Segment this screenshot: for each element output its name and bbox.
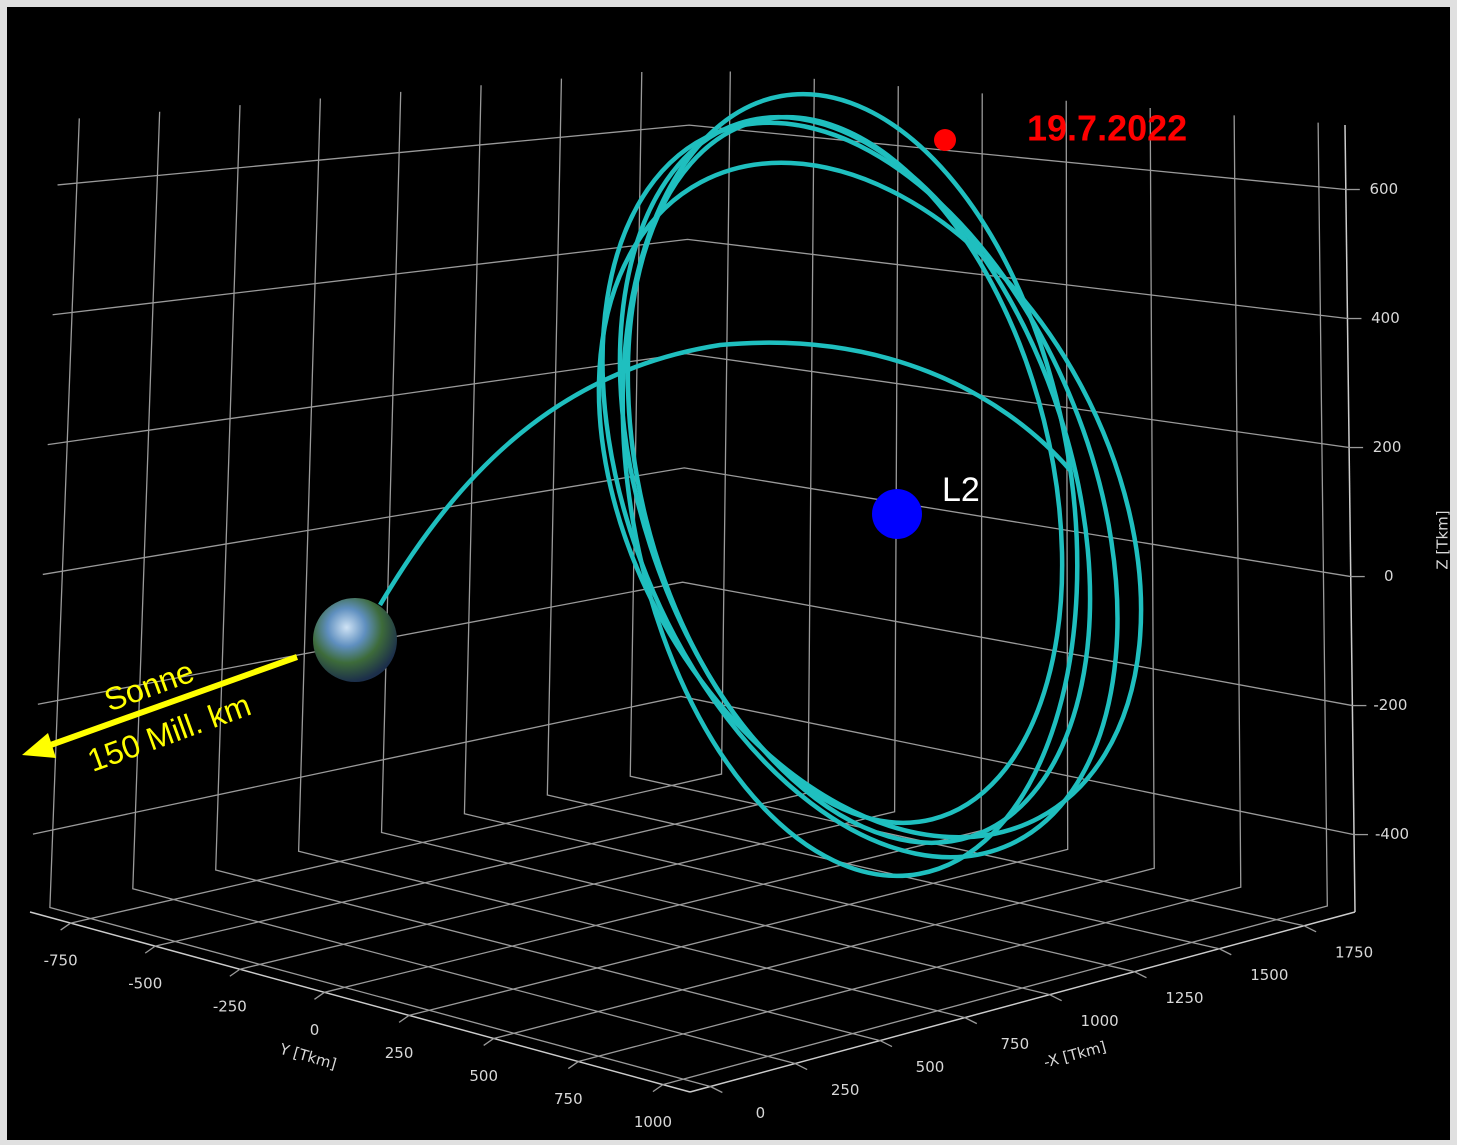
date-label: 19.7.2022 xyxy=(1027,108,1187,149)
date-point xyxy=(934,129,956,151)
x-tick-label: 750 xyxy=(1001,1035,1030,1053)
y-tick-label: -750 xyxy=(44,952,78,970)
x-tick-label: 1000 xyxy=(1081,1012,1119,1030)
x-tick-label: 0 xyxy=(756,1104,766,1122)
l2-point xyxy=(872,489,922,539)
y-tick-label: -250 xyxy=(213,998,247,1016)
z-tick-label: 600 xyxy=(1369,180,1398,198)
x-tick-label: 250 xyxy=(831,1081,860,1099)
y-tick-label: 500 xyxy=(469,1067,498,1085)
z-tick-label: 200 xyxy=(1373,438,1402,456)
x-tick-label: 500 xyxy=(916,1058,945,1076)
y-tick-label: 0 xyxy=(310,1021,320,1039)
z-tick-label: -400 xyxy=(1375,825,1409,843)
x-tick-label: 1250 xyxy=(1165,989,1203,1007)
z-tick-label: 400 xyxy=(1371,309,1400,327)
z-axis-label: Z [Tkm] xyxy=(1434,510,1452,569)
y-tick-label: 1000 xyxy=(634,1113,672,1131)
earth xyxy=(313,598,397,682)
y-tick-label: -500 xyxy=(128,975,162,993)
l2-label: L2 xyxy=(942,471,980,509)
y-tick-label: 250 xyxy=(385,1044,414,1062)
x-tick-label: 1500 xyxy=(1250,966,1288,984)
chart: L2 19.7.2022 Sonne 150 Mill. km -X [Tkm]… xyxy=(0,0,1457,1145)
y-tick-label: 750 xyxy=(554,1090,583,1108)
z-tick-label: 0 xyxy=(1384,567,1394,585)
z-tick-label: -200 xyxy=(1373,696,1407,714)
x-tick-label: 1750 xyxy=(1335,943,1373,961)
